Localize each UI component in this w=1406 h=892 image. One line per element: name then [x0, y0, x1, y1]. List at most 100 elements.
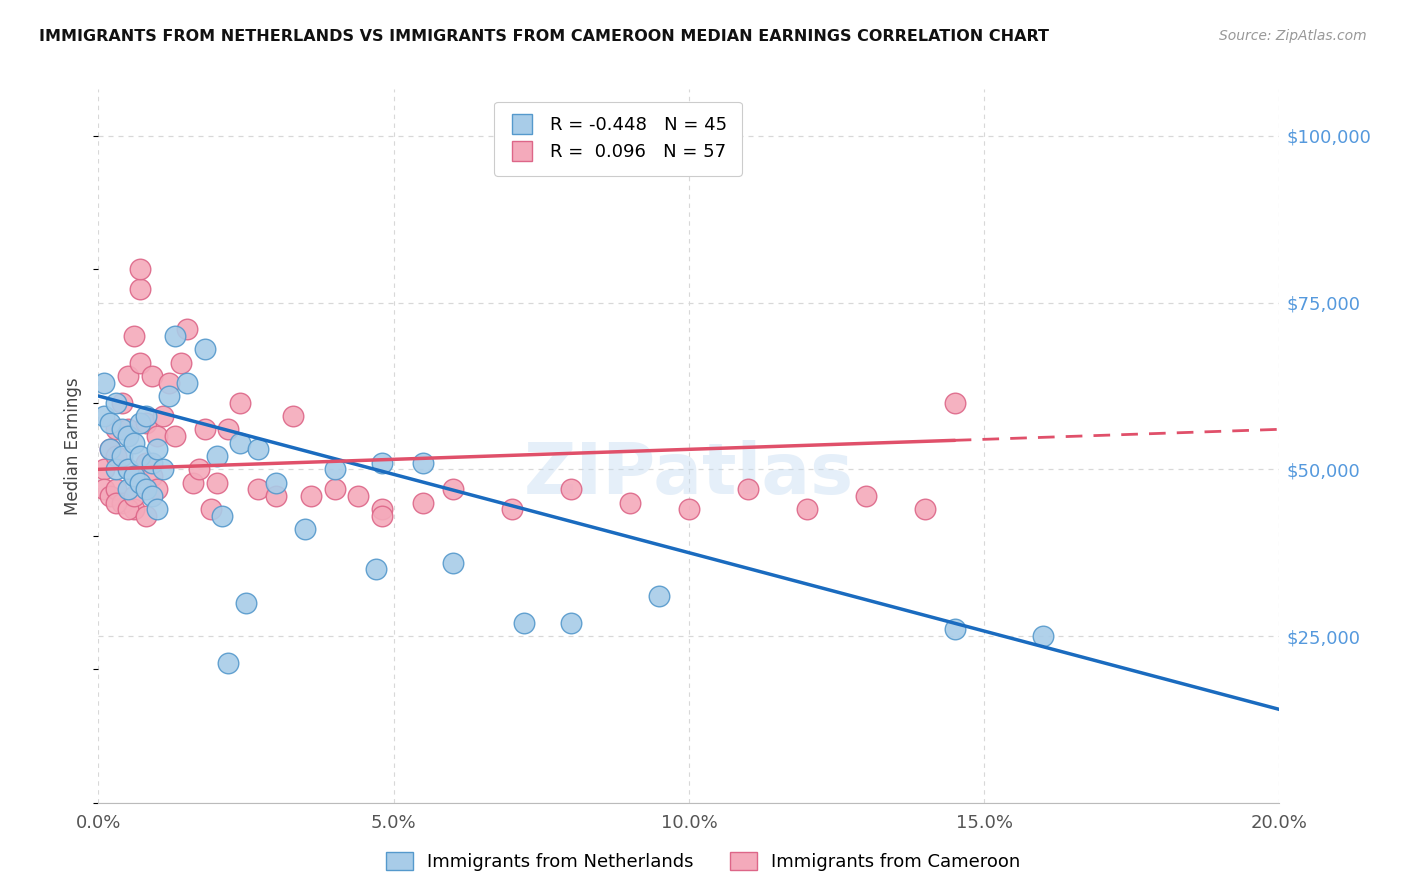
- Point: [323, 483, 346, 497]
- Text: Source: ZipAtlas.com: Source: ZipAtlas.com: [1219, 29, 1367, 44]
- Point: [141, 368, 163, 383]
- Point: [135, 409, 157, 423]
- Legend: R = -0.448   N = 45, R =  0.096   N = 57: R = -0.448 N = 45, R = 0.096 N = 57: [495, 102, 742, 176]
- Point: [141, 489, 163, 503]
- Y-axis label: Median Earnings: Median Earnings: [65, 377, 83, 515]
- Point: [146, 442, 169, 457]
- Point: [512, 615, 534, 630]
- Point: [111, 449, 134, 463]
- Point: [111, 496, 134, 510]
- Point: [347, 489, 370, 503]
- Point: [165, 429, 187, 443]
- Point: [1032, 629, 1054, 643]
- Point: [122, 435, 145, 450]
- Point: [299, 489, 322, 503]
- Legend: Immigrants from Netherlands, Immigrants from Cameroon: Immigrants from Netherlands, Immigrants …: [378, 845, 1028, 879]
- Point: [371, 502, 394, 516]
- Point: [176, 376, 198, 390]
- Point: [128, 475, 150, 490]
- Point: [412, 456, 434, 470]
- Point: [146, 429, 169, 443]
- Point: [217, 656, 239, 670]
- Point: [501, 502, 523, 516]
- Point: [105, 395, 128, 409]
- Point: [194, 422, 217, 436]
- Point: [128, 449, 150, 463]
- Point: [217, 422, 239, 436]
- Point: [796, 502, 818, 516]
- Point: [187, 462, 209, 476]
- Point: [560, 483, 582, 497]
- Point: [105, 483, 128, 497]
- Point: [135, 509, 157, 524]
- Point: [157, 389, 180, 403]
- Point: [246, 442, 269, 457]
- Point: [170, 356, 193, 370]
- Point: [943, 623, 966, 637]
- Point: [194, 343, 217, 357]
- Point: [93, 376, 115, 390]
- Point: [211, 509, 233, 524]
- Point: [181, 475, 204, 490]
- Point: [117, 429, 139, 443]
- Point: [135, 416, 157, 430]
- Point: [122, 489, 145, 503]
- Point: [135, 483, 157, 497]
- Point: [98, 489, 121, 503]
- Point: [855, 489, 877, 503]
- Point: [122, 469, 145, 483]
- Point: [648, 589, 671, 603]
- Point: [200, 502, 222, 516]
- Point: [678, 502, 700, 516]
- Point: [128, 282, 150, 296]
- Point: [105, 496, 128, 510]
- Point: [111, 395, 134, 409]
- Point: [105, 462, 128, 476]
- Point: [943, 395, 966, 409]
- Point: [246, 483, 269, 497]
- Point: [141, 469, 163, 483]
- Point: [371, 509, 394, 524]
- Point: [914, 502, 936, 516]
- Point: [98, 442, 121, 457]
- Point: [128, 262, 150, 277]
- Point: [117, 502, 139, 516]
- Point: [264, 489, 287, 503]
- Point: [364, 562, 387, 576]
- Point: [165, 329, 187, 343]
- Point: [117, 462, 139, 476]
- Point: [441, 556, 464, 570]
- Point: [294, 522, 316, 536]
- Point: [371, 456, 394, 470]
- Point: [105, 422, 128, 436]
- Point: [146, 502, 169, 516]
- Text: ZIPatlas: ZIPatlas: [524, 440, 853, 509]
- Point: [157, 376, 180, 390]
- Point: [412, 496, 434, 510]
- Point: [111, 422, 134, 436]
- Point: [176, 322, 198, 336]
- Point: [264, 475, 287, 490]
- Point: [152, 462, 174, 476]
- Point: [98, 416, 121, 430]
- Point: [141, 456, 163, 470]
- Point: [93, 409, 115, 423]
- Point: [105, 449, 128, 463]
- Point: [229, 395, 252, 409]
- Point: [737, 483, 759, 497]
- Text: IMMIGRANTS FROM NETHERLANDS VS IMMIGRANTS FROM CAMEROON MEDIAN EARNINGS CORRELAT: IMMIGRANTS FROM NETHERLANDS VS IMMIGRANT…: [39, 29, 1049, 45]
- Point: [135, 456, 157, 470]
- Point: [323, 462, 346, 476]
- Point: [122, 329, 145, 343]
- Point: [205, 449, 228, 463]
- Point: [117, 483, 139, 497]
- Point: [93, 483, 115, 497]
- Point: [128, 356, 150, 370]
- Point: [146, 483, 169, 497]
- Point: [229, 435, 252, 450]
- Point: [235, 596, 257, 610]
- Point: [560, 615, 582, 630]
- Point: [619, 496, 641, 510]
- Point: [152, 409, 174, 423]
- Point: [117, 368, 139, 383]
